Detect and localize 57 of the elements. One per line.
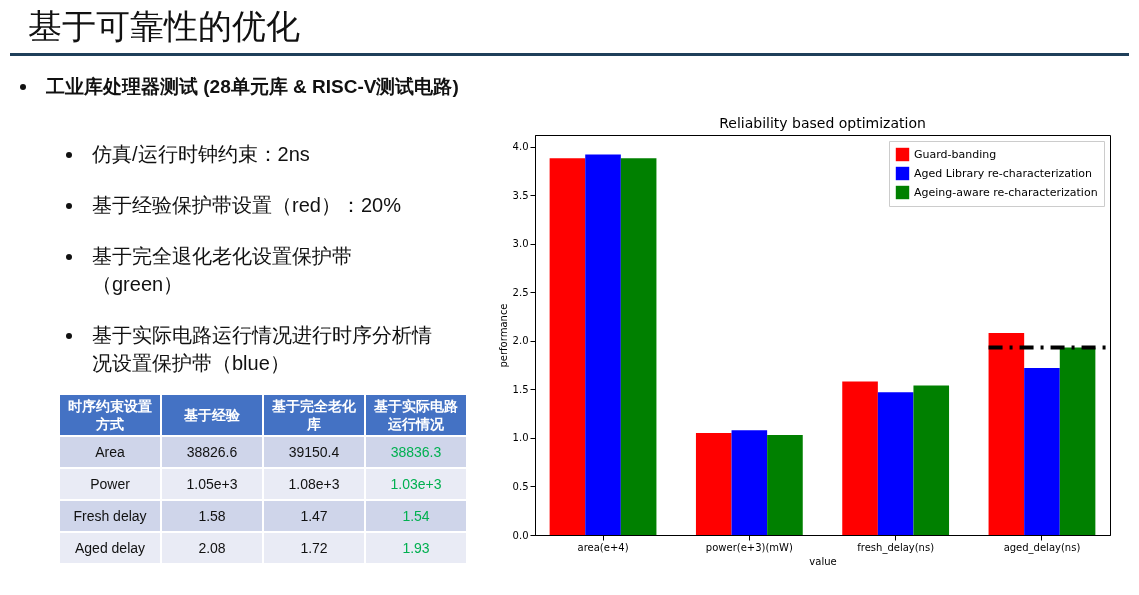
y-axis-title: performance bbox=[497, 303, 509, 368]
category-label: Area bbox=[95, 444, 125, 460]
bar bbox=[549, 158, 586, 535]
bar bbox=[767, 435, 803, 535]
text: 2.08 bbox=[198, 540, 226, 556]
y-tick-label: 1.5 bbox=[512, 383, 529, 395]
text: 基于可靠性的优化 bbox=[28, 6, 300, 47]
text: 基于经验保护带设置（red）：20% bbox=[92, 193, 402, 218]
bar bbox=[695, 433, 732, 535]
text: 1.72 bbox=[300, 540, 328, 556]
text: 工业库处理器测试 (28单元库 & RISC-V测试电路) bbox=[45, 75, 460, 99]
x-tick-label: fresh_delay(ns) bbox=[857, 541, 935, 554]
bar bbox=[1059, 347, 1096, 535]
x-tick-label: area(e+4) bbox=[577, 541, 629, 553]
text: 基于完全退化老化设置保护带（green） bbox=[92, 244, 353, 297]
text: 仿真/运行时钟约束：2ns bbox=[92, 142, 311, 167]
y-tick-label: 0.0 bbox=[512, 529, 529, 541]
chart-title: Reliability based optimization bbox=[719, 115, 926, 131]
text: 1.08e+3 bbox=[288, 476, 340, 492]
text: 1.54 bbox=[402, 508, 430, 524]
category-label: 基于完全老化库 bbox=[264, 395, 364, 435]
bar bbox=[1024, 368, 1060, 535]
text: 基于实际电路运行情况进行时序分析情况设置保护带（blue） bbox=[92, 323, 433, 376]
text: 1.93 bbox=[402, 540, 430, 556]
text: 1.58 bbox=[198, 508, 226, 524]
x-axis-title: value bbox=[809, 555, 837, 567]
text: 38826.6 bbox=[186, 444, 238, 460]
y-tick-label: 3.0 bbox=[512, 238, 529, 250]
bar bbox=[731, 430, 768, 535]
text: 38836.3 bbox=[390, 444, 442, 460]
text: 时序约束设置方式 bbox=[60, 395, 160, 435]
category-label: Power bbox=[90, 476, 130, 492]
text: 39150.4 bbox=[288, 444, 340, 460]
text: 1.47 bbox=[300, 508, 328, 524]
text: 1.05e+3 bbox=[186, 476, 238, 492]
y-tick-label: 4.0 bbox=[512, 141, 529, 153]
category-label: 基于实际电路运行情况 bbox=[366, 395, 466, 435]
bar bbox=[877, 392, 914, 535]
text: 1.03e+3 bbox=[390, 476, 442, 492]
x-tick-label: power(e+3)(mW) bbox=[705, 541, 793, 553]
y-tick-label: 0.5 bbox=[512, 480, 529, 492]
category-label: 基于经验 bbox=[162, 395, 262, 435]
bar bbox=[620, 158, 657, 535]
category-label: Aged delay bbox=[74, 540, 146, 556]
y-tick-label: 2.0 bbox=[512, 335, 529, 347]
y-tick-label: 1.0 bbox=[512, 432, 529, 444]
legend-label: Aged Library re-characterization bbox=[914, 166, 1093, 180]
x-tick-label: aged_delay(ns) bbox=[1003, 541, 1081, 554]
bar bbox=[842, 381, 878, 535]
legend-label: Guard-banding bbox=[914, 147, 997, 161]
bar bbox=[585, 154, 621, 535]
category-label: Fresh delay bbox=[73, 508, 147, 524]
y-tick-label: 2.5 bbox=[512, 286, 529, 298]
bar bbox=[913, 385, 950, 535]
legend-label: Ageing-aware re-characterization bbox=[914, 185, 1098, 199]
y-tick-label: 3.5 bbox=[512, 189, 529, 201]
bar bbox=[988, 333, 1025, 535]
